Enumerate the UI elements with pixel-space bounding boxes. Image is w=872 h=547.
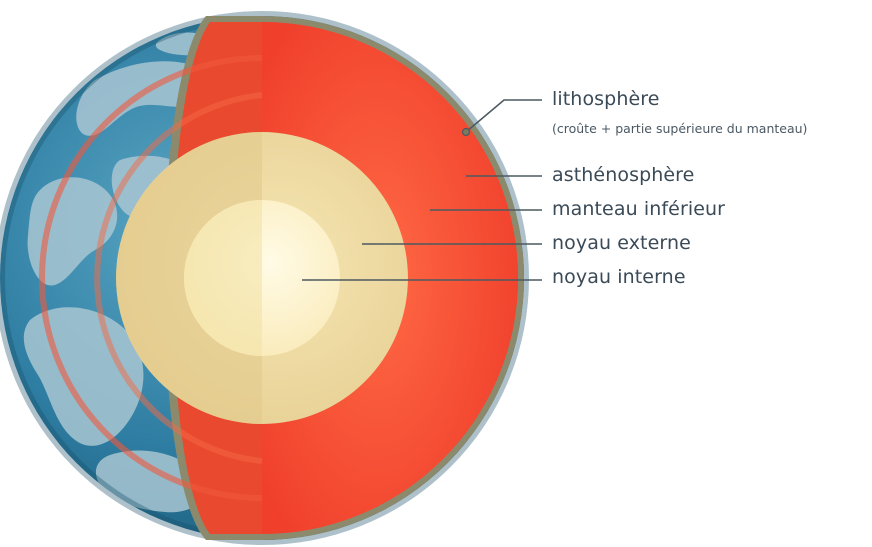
continent-shape [95,450,206,513]
label-lithosphere-note: (croûte + partie supérieure du manteau) [552,121,808,136]
label-inner-core: noyau interne [552,266,686,288]
inner-core-shadow [184,200,262,356]
label-asthenosphere: asthénosphère [552,164,695,186]
label-lower-mantle: manteau inférieur [552,198,726,220]
label-lithosphere: lithosphère [552,88,660,110]
leader-lines [302,99,542,281]
mantle-band [39,55,263,501]
cross-section [39,16,524,540]
mantle-band [94,92,263,464]
label-outer-core: noyau externe [552,232,691,254]
continent-shape [27,177,118,286]
leader-line-lithosphere [465,99,542,133]
circle-marker-icon [461,127,471,137]
